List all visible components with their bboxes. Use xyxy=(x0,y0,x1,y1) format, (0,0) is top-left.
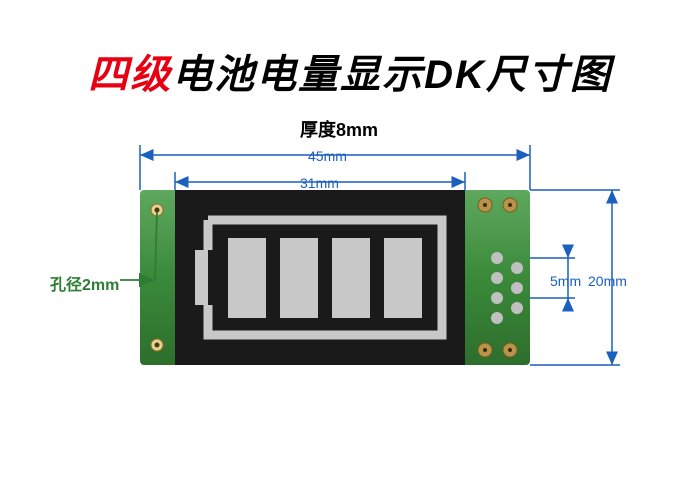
dimension-diagram xyxy=(0,0,700,500)
led-display xyxy=(175,190,465,365)
